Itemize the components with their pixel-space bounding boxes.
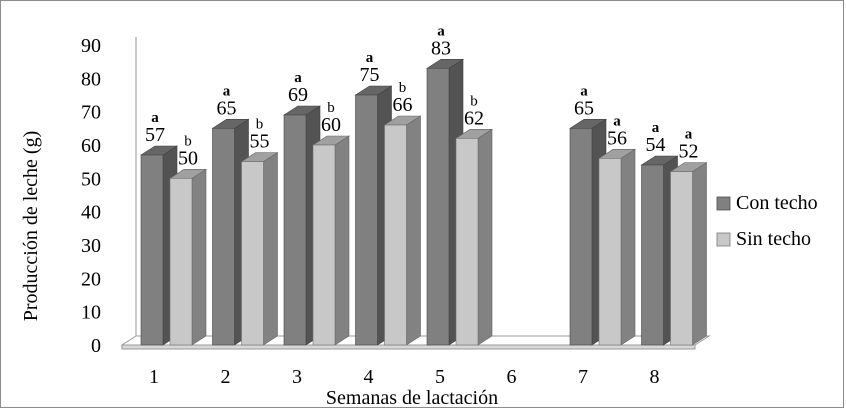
legend: Con techo Sin techo bbox=[716, 192, 818, 250]
bar-front bbox=[283, 114, 307, 346]
bar-front bbox=[384, 124, 407, 346]
y-tick-label: 90 bbox=[81, 35, 101, 57]
y-tick-label: 70 bbox=[81, 102, 101, 124]
x-tick-label: 5 bbox=[435, 366, 445, 388]
data-label: 65 bbox=[217, 97, 237, 119]
data-label: 83 bbox=[431, 37, 451, 59]
bar-side bbox=[692, 162, 707, 346]
bars-layer bbox=[139, 58, 708, 346]
x-tick-label: 3 bbox=[292, 366, 302, 388]
x-tick-label: 4 bbox=[364, 366, 374, 388]
significance-letter: a bbox=[437, 23, 445, 39]
bar-sin-techo bbox=[454, 128, 494, 346]
bar-front bbox=[312, 144, 336, 346]
y-tick-label: 40 bbox=[81, 202, 101, 224]
bar-side bbox=[263, 152, 278, 346]
bar-sin-techo bbox=[669, 162, 708, 346]
significance-letter: b bbox=[256, 117, 264, 133]
bar-sin-techo bbox=[597, 148, 637, 346]
y-axis-title: Producción de leche (g) bbox=[20, 131, 42, 321]
x-tick-label: 1 bbox=[149, 366, 159, 388]
data-label: 69 bbox=[288, 84, 308, 106]
significance-letter: a bbox=[613, 113, 621, 129]
significance-letter: a bbox=[580, 83, 588, 99]
y-tick-label: 50 bbox=[81, 168, 101, 190]
data-label: 52 bbox=[679, 141, 699, 163]
legend-label: Con techo bbox=[736, 192, 818, 214]
x-tick-label: 8 bbox=[650, 366, 660, 388]
bar-front bbox=[169, 178, 193, 346]
x-tick-label: 6 bbox=[507, 366, 517, 388]
bar-sin-techo bbox=[240, 152, 279, 346]
data-label: 54 bbox=[646, 134, 666, 156]
bar-front bbox=[598, 158, 622, 346]
bar-sin-techo bbox=[168, 168, 208, 346]
data-label: 55 bbox=[250, 131, 270, 153]
legend-swatch bbox=[716, 232, 731, 247]
y-tick-label: 80 bbox=[81, 68, 101, 90]
data-label: 50 bbox=[178, 147, 198, 169]
data-label: 66 bbox=[393, 94, 413, 116]
significance-letter: b bbox=[184, 133, 192, 149]
significance-letter: a bbox=[223, 83, 231, 99]
significance-letter: b bbox=[399, 80, 407, 96]
bar-front bbox=[569, 128, 593, 346]
bar-front bbox=[355, 94, 378, 346]
data-label: 75 bbox=[360, 64, 380, 86]
significance-letter: a bbox=[366, 50, 374, 66]
significance-letter: a bbox=[685, 127, 693, 143]
bar-sin-techo bbox=[383, 115, 422, 346]
legend-label: Sin techo bbox=[736, 228, 811, 250]
bar-front bbox=[212, 128, 235, 346]
y-tick-label: 10 bbox=[81, 302, 101, 324]
bar-front bbox=[641, 164, 664, 346]
data-label: 57 bbox=[145, 124, 165, 146]
bar-front bbox=[140, 154, 164, 346]
bar-side bbox=[477, 128, 493, 346]
chart-floor-edge bbox=[121, 344, 696, 350]
data-label: 56 bbox=[607, 127, 627, 149]
y-tick-label: 60 bbox=[81, 135, 101, 157]
legend-swatch bbox=[716, 196, 731, 211]
bar-side bbox=[620, 148, 636, 346]
bar-front bbox=[241, 161, 264, 346]
data-label: 62 bbox=[464, 107, 484, 129]
x-tick-label: 2 bbox=[221, 366, 231, 388]
significance-letter: a bbox=[151, 110, 159, 126]
data-label: 60 bbox=[321, 114, 341, 136]
significance-letter: b bbox=[327, 100, 335, 116]
bar-sin-techo bbox=[311, 135, 351, 346]
y-tick-label: 0 bbox=[91, 335, 101, 357]
significance-letter: b bbox=[470, 93, 478, 109]
x-axis-title: Semanas de lactación bbox=[326, 387, 498, 409]
data-label: 65 bbox=[574, 97, 594, 119]
y-tick-label: 30 bbox=[81, 235, 101, 257]
significance-letter: a bbox=[294, 70, 302, 86]
significance-letter: a bbox=[652, 120, 660, 136]
bar-front bbox=[426, 68, 450, 346]
bar-front bbox=[455, 138, 479, 346]
bar-side bbox=[334, 135, 350, 346]
bar-front bbox=[670, 171, 693, 346]
y-tick-label: 20 bbox=[81, 268, 101, 290]
x-tick-label: 7 bbox=[578, 366, 588, 388]
bar-side bbox=[406, 115, 421, 346]
bar-side bbox=[191, 168, 207, 346]
